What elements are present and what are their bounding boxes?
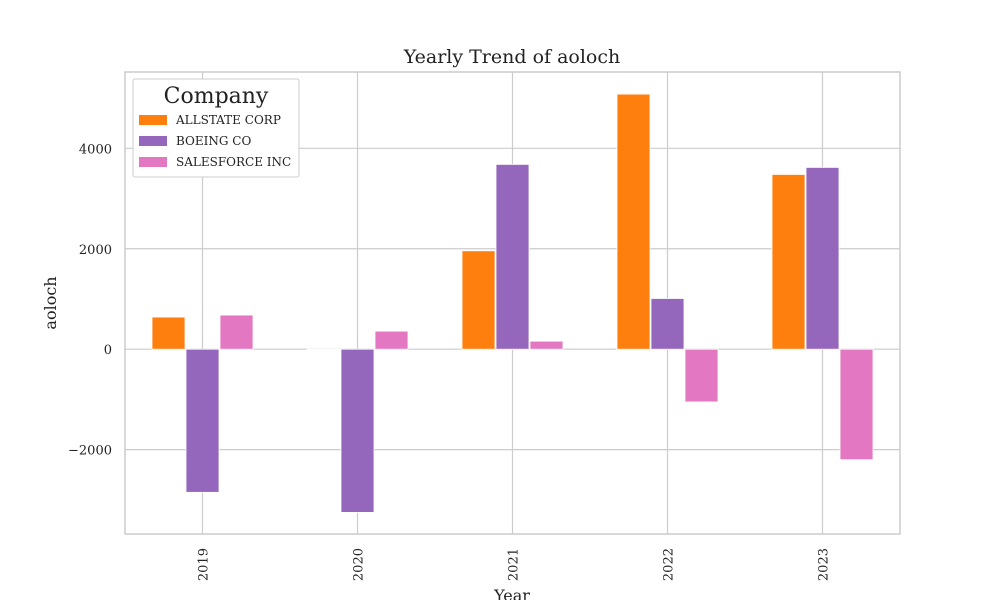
bar [374,330,409,350]
legend-swatch [139,157,167,167]
bar [306,348,341,351]
y-tick-label: 2000 [79,243,112,258]
y-tick-label: 0 [104,343,112,358]
legend-swatch [139,115,167,125]
legend-label: SALESFORCE INC [176,155,291,169]
bar [340,348,375,513]
x-tick-label: 2022 [662,548,677,581]
bar [650,298,685,350]
legend-label: ALLSTATE CORP [175,113,281,127]
legend-box [132,78,300,178]
bar [219,314,254,350]
bar [151,316,186,350]
bar [529,340,564,350]
legend-label: BOEING CO [176,134,251,148]
x-tick-label: 2023 [817,548,832,581]
x-axis-label: Year [493,586,530,600]
x-tick-label: 2021 [507,548,522,581]
bar [495,163,530,350]
bar [839,348,874,461]
bar [616,93,651,350]
x-tick-labels: 2019 2020 2021 2022 2023 [197,548,832,581]
plot-frame [124,71,901,535]
y-tick-label: 4000 [79,142,112,157]
y-axis-label: aoloch [41,276,60,329]
bar [771,174,806,350]
chart-title: Yearly Trend of aoloch [403,46,621,68]
y-tick-label: −2000 [68,444,112,459]
x-tick-label: 2020 [352,548,367,581]
bar [684,348,719,403]
legend-title: Company [164,84,269,109]
bar [185,348,220,493]
legend-swatch [139,136,167,146]
x-tick-label: 2019 [197,548,212,581]
bars [151,93,874,513]
bar [461,250,496,350]
y-tick-labels: −2000 0 2000 4000 [68,142,112,458]
bar [805,167,840,350]
legend: Company ALLSTATE CORP BOEING CO SALESFORCE… [132,78,300,178]
